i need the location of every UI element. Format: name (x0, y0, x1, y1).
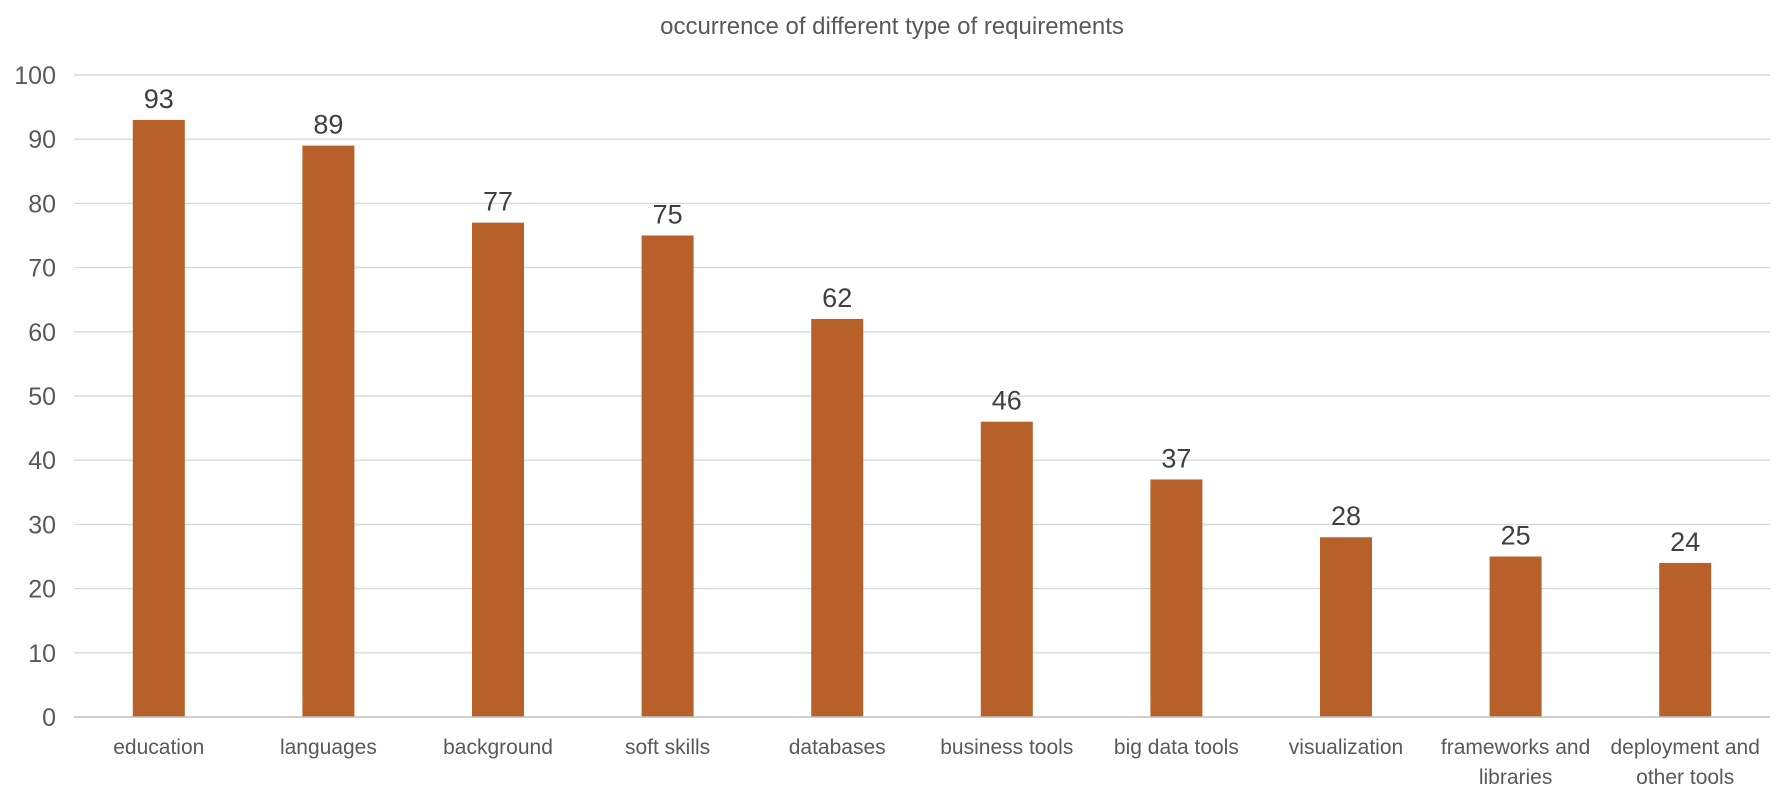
bar (472, 222, 524, 717)
x-tick-label: education (113, 736, 204, 759)
y-tick-label: 40 (28, 447, 56, 475)
y-tick-label: 30 (28, 511, 56, 539)
chart-title: occurrence of different type of requirem… (660, 13, 1124, 40)
data-label: 62 (822, 283, 852, 313)
y-tick-label: 0 (42, 704, 56, 732)
x-tick-label: languages (280, 736, 377, 759)
data-label: 37 (1161, 443, 1191, 473)
x-tick-label: background (443, 736, 553, 759)
x-tick-label: databases (789, 736, 886, 759)
x-tick-label: libraries (1479, 766, 1553, 789)
x-tick-label: visualization (1289, 736, 1403, 759)
bar (980, 421, 1033, 717)
data-label: 46 (992, 386, 1022, 416)
bar (641, 235, 694, 717)
data-label: 75 (653, 200, 683, 230)
data-label: 25 (1501, 521, 1531, 551)
y-tick-label: 100 (14, 62, 56, 90)
y-tick-label: 70 (28, 255, 56, 283)
x-tick-label: business tools (940, 736, 1073, 759)
gridlines (74, 74, 1770, 654)
x-tick-label: frameworks and (1441, 736, 1590, 759)
data-label: 89 (313, 110, 343, 140)
y-tick-label: 80 (28, 190, 56, 218)
y-tick-label: 60 (28, 319, 56, 347)
y-tick-label: 90 (28, 126, 56, 154)
x-tick-label: big data tools (1114, 736, 1239, 759)
bar (302, 145, 355, 717)
data-label: 93 (144, 84, 174, 114)
y-tick-label: 10 (28, 640, 56, 668)
bar (1489, 556, 1542, 717)
bar (1659, 562, 1712, 717)
data-label: 28 (1331, 501, 1361, 531)
y-axis: 0 10 20 30 40 50 60 70 80 90 100 (14, 62, 56, 732)
x-axis: education languages background soft skills d… (74, 716, 1770, 789)
y-tick-label: 20 (28, 576, 56, 604)
bars (132, 119, 1712, 717)
bar (1320, 537, 1372, 717)
bar (1150, 479, 1203, 717)
x-tick-label: other tools (1636, 766, 1734, 789)
data-labels: 93 89 77 75 62 46 37 28 25 24 (144, 84, 1700, 557)
bar (132, 119, 185, 717)
y-tick-label: 50 (28, 383, 56, 411)
x-tick-label: soft skills (625, 736, 710, 759)
bar (811, 318, 864, 717)
x-tick-label: deployment and (1610, 736, 1759, 759)
data-label: 24 (1670, 527, 1700, 557)
data-label: 77 (483, 187, 513, 217)
